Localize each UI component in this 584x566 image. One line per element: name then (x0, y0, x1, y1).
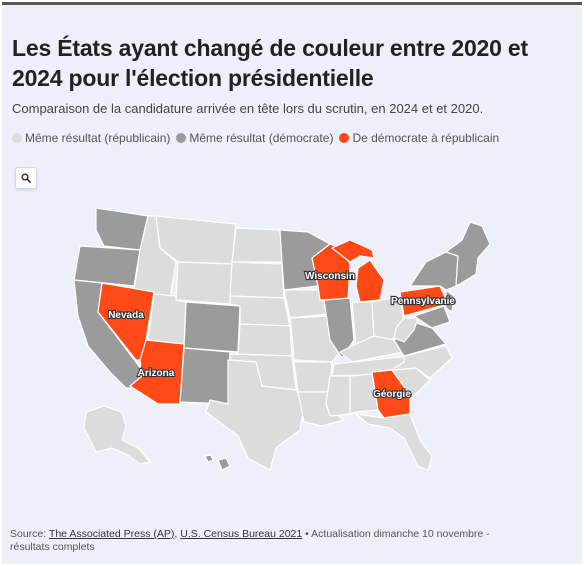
source-link-census[interactable]: U.S. Census Bureau 2021 (180, 528, 303, 540)
legend-swatch (339, 133, 350, 143)
state-wisconsin[interactable] (311, 243, 351, 301)
state-north-carolina[interactable] (391, 345, 453, 379)
state-hawaii-island[interactable] (217, 457, 231, 471)
state-south-dakota[interactable] (229, 261, 285, 299)
source-sep: , (174, 528, 181, 540)
state-oregon[interactable] (73, 245, 141, 287)
legend-item-dem: Même résultat (démocrate) (176, 131, 333, 145)
state-hawaii[interactable] (204, 454, 214, 463)
source-link-ap[interactable]: The Associated Press (AP) (48, 528, 175, 540)
state-florida[interactable] (355, 413, 433, 471)
state-new-jersey[interactable] (445, 289, 455, 313)
page-title: Les États ayant changé de couleur entre … (12, 35, 528, 91)
state-utah[interactable] (147, 293, 187, 345)
label-georgia: Géorgie (373, 389, 411, 400)
state-colorado[interactable] (183, 301, 241, 353)
state-maryland[interactable] (413, 305, 451, 329)
legend-swatch (176, 133, 187, 143)
zoom-button[interactable] (15, 167, 37, 189)
state-texas[interactable] (205, 359, 305, 471)
source-note: Source: The Associated Press (AP), U.S. … (10, 528, 510, 554)
source-suffix: • Actualisation dimanche 10 novembre - r… (10, 528, 490, 553)
label-arizona: Arizona (138, 368, 175, 379)
source-prefix: Source: (10, 528, 49, 540)
state-north-dakota[interactable] (231, 227, 283, 263)
state-new-england[interactable] (445, 221, 491, 287)
state-new-mexico[interactable] (179, 347, 231, 405)
search-icon (21, 173, 31, 183)
legend-item-flip: De démocrate à républicain (339, 131, 499, 145)
state-michigan-lower[interactable] (355, 259, 385, 303)
state-kansas[interactable] (237, 323, 293, 357)
state-arkansas[interactable] (293, 361, 333, 393)
label-nevada: Nevada (108, 310, 144, 321)
legend-swatch (12, 133, 22, 143)
label-wisconsin: Wisconsin (305, 271, 355, 282)
legend-item-rep: Même résultat (républicain) (12, 131, 170, 145)
legend-label: De démocrate à républicain (352, 131, 500, 145)
subtitle: Comparaison de la candidature arrivée en… (12, 101, 484, 116)
legend-label: Même résultat (démocrate) (189, 131, 334, 145)
state-washington[interactable] (95, 207, 149, 251)
state-michigan[interactable] (331, 239, 375, 263)
legend: Même résultat (républicain) Même résulta… (12, 131, 499, 145)
state-west-virginia[interactable] (393, 317, 419, 343)
state-alabama[interactable] (349, 373, 379, 415)
state-mississippi[interactable] (325, 375, 351, 417)
label-pennsylvania: Pennsylvanie (391, 296, 455, 307)
state-wyoming[interactable] (175, 261, 233, 305)
legend-label: Même résultat (républicain) (25, 131, 171, 145)
state-new-york[interactable] (409, 251, 459, 291)
state-alaska[interactable] (83, 405, 151, 465)
